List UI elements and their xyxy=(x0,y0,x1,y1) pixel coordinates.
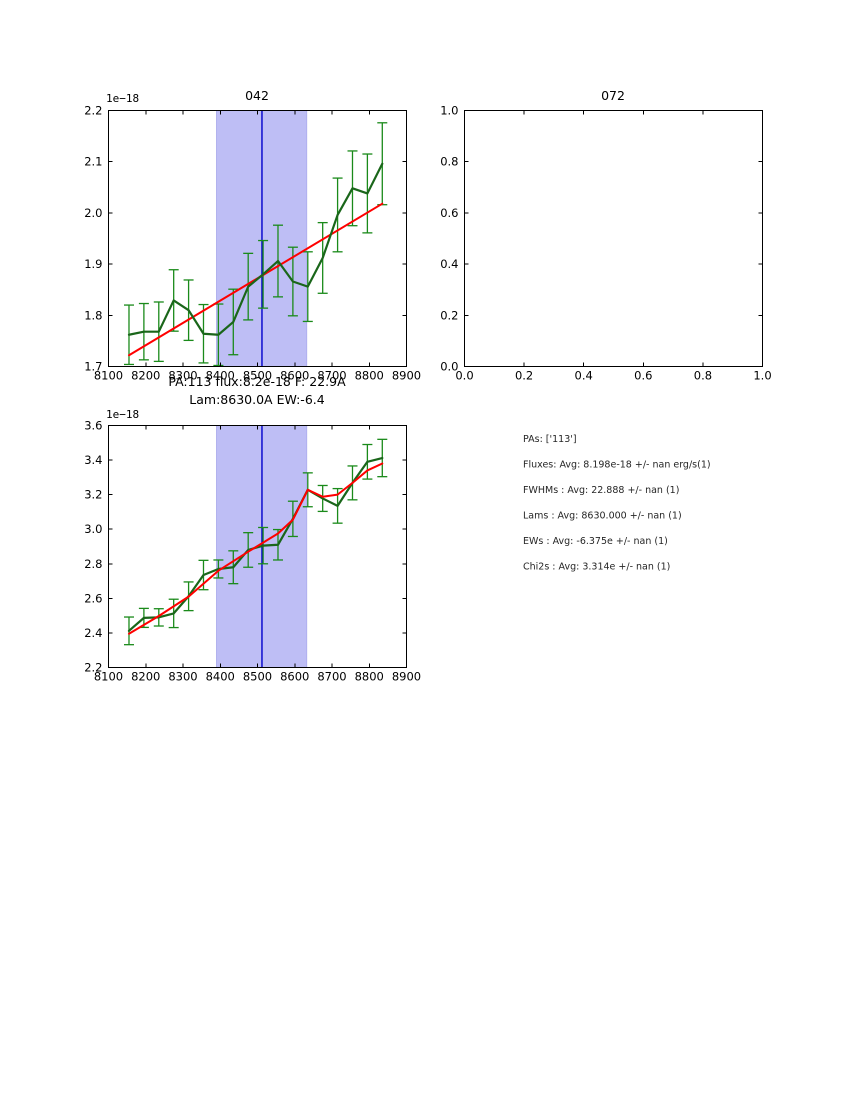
model-fit-line xyxy=(127,462,384,635)
axis-tick-labels-042: 8100 8200 8300 8400 8500 8600 8700 8800 8900 1.7 1… xyxy=(84,104,421,383)
y-tick-label: 2.0 xyxy=(84,206,102,220)
y-tick-label: 1.7 xyxy=(84,360,102,374)
y-tick-label: 2.2 xyxy=(84,661,102,675)
statistics-summary: PAs: ['113'] Fluxes: Avg: 8.198e-18 +/- n… xyxy=(523,434,711,573)
y-tick-label: 0.0 xyxy=(440,360,458,374)
x-tick-label: 8200 xyxy=(131,670,160,684)
axes-panel-072[interactable]: 072 0.0 0.2 0.4 0.6 0.8 1.0 0.0 0.2 0.4 0.6 0.8 1.0 xyxy=(440,88,771,383)
x-tick-label: 8700 xyxy=(317,369,346,383)
x-tick-label: 8900 xyxy=(392,369,421,383)
x-tick-label: 8500 xyxy=(243,369,272,383)
y-tick-label: 2.4 xyxy=(84,626,102,640)
y-tick-label: 1.9 xyxy=(84,257,102,271)
x-tick-label: 8800 xyxy=(355,369,384,383)
y-tick-label: 0.4 xyxy=(440,257,458,271)
x-tick-label: 8200 xyxy=(131,369,160,383)
y-tick-label: 1.8 xyxy=(84,308,102,322)
summary-line: FWHMs : Avg: 22.888 +/- nan (1) xyxy=(523,485,679,496)
y-tick-label: 2.8 xyxy=(84,557,102,571)
data-polyline xyxy=(127,162,384,336)
summary-line: PAs: ['113'] xyxy=(523,434,577,445)
y-tick-label: 1.0 xyxy=(440,104,458,118)
axes-frame-042 xyxy=(108,110,407,367)
summary-line: EWs : Avg: -6.375e +/- nan (1) xyxy=(523,536,668,547)
y-tick-label: 3.4 xyxy=(84,453,102,467)
x-tick-label: 8300 xyxy=(168,670,197,684)
axes-frame-fit xyxy=(108,425,407,668)
x-tick-label: 0.8 xyxy=(694,369,712,383)
axes-panel-042[interactable]: 1e−18 042 8100 8200 8300 8400 8500 8600 8700 88… xyxy=(84,88,421,383)
x-tick-label: 0.4 xyxy=(575,369,593,383)
x-tick-label: 8900 xyxy=(392,670,421,684)
y-tick-label: 3.2 xyxy=(84,488,102,502)
axis-tick-labels-fit: 8100 8200 8300 8400 8500 8600 8700 8800 8900 2.2 2… xyxy=(84,419,421,684)
spectrum-line-042 xyxy=(127,162,384,336)
x-tick-label: 1.0 xyxy=(753,369,771,383)
y-tick-label: 2.2 xyxy=(84,104,102,118)
x-tick-label: 8800 xyxy=(355,670,384,684)
y-tick-label: 0.2 xyxy=(440,308,458,322)
fit-panel-title-line1: PA:113 flux:8.2e-18 F: 22.9A xyxy=(168,374,346,389)
x-tick-label: 8600 xyxy=(280,369,309,383)
y-tick-label: 3.0 xyxy=(84,522,102,536)
panel-title-042: 042 xyxy=(245,88,269,103)
y-offset-label-042: 1e−18 xyxy=(106,92,139,105)
x-tick-label: 0.0 xyxy=(455,369,473,383)
x-tick-label: 0.6 xyxy=(634,369,652,383)
axis-tick-labels-072: 0.0 0.2 0.4 0.6 0.8 1.0 0.0 0.2 0.4 0.6 0.8 1.0 xyxy=(440,104,771,383)
summary-line: Fluxes: Avg: 8.198e-18 +/- nan erg/s(1) xyxy=(523,460,711,471)
y-tick-label: 3.6 xyxy=(84,419,102,433)
y-tick-label: 0.8 xyxy=(440,155,458,169)
summary-line: Lams : Avg: 8630.000 +/- nan (1) xyxy=(523,511,682,522)
x-tick-label: 8300 xyxy=(168,369,197,383)
x-tick-label: 8400 xyxy=(206,670,235,684)
fit-polyline xyxy=(127,462,384,635)
x-tick-label: 8500 xyxy=(243,670,272,684)
x-tick-label: 8400 xyxy=(206,369,235,383)
summary-line: Chi2s : Avg: 3.314e +/- nan (1) xyxy=(523,562,670,573)
y-tick-label: 0.6 xyxy=(440,206,458,220)
x-tick-label: 8600 xyxy=(280,670,309,684)
panel-title-072: 072 xyxy=(601,88,625,103)
y-offset-label-fit: 1e−18 xyxy=(106,408,139,421)
axes-frame-072 xyxy=(464,110,763,367)
x-tick-label: 8100 xyxy=(94,670,123,684)
x-tick-label: 8700 xyxy=(317,670,346,684)
x-tick-label: 8100 xyxy=(94,369,123,383)
y-tick-label: 2.6 xyxy=(84,591,102,605)
axes-panel-fit[interactable]: PA:113 flux:8.2e-18 F: 22.9A Lam:8630.0A… xyxy=(84,374,421,684)
fit-panel-title-line2: Lam:8630.0A EW:-6.4 xyxy=(189,392,324,407)
y-tick-label: 2.1 xyxy=(84,155,102,169)
x-tick-label: 0.2 xyxy=(515,369,533,383)
